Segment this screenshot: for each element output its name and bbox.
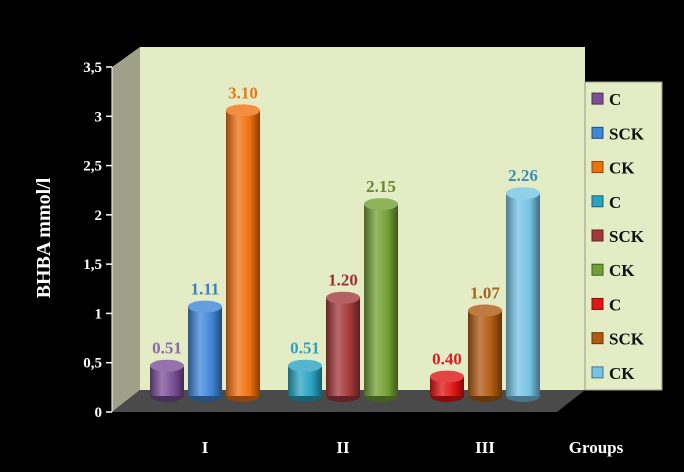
legend-item: SCK [591,330,645,349]
legend-swatch [591,92,604,105]
legend-item: C [591,193,621,212]
y-tick-label: 2 [95,208,103,224]
legend-label: C [609,295,621,314]
data-label: 2.26 [508,166,538,185]
bar-II-ck [364,198,398,402]
x-axis-title: Groups [569,438,624,457]
bar-I-ck [226,104,260,402]
legend: C SCK CK C SCK CK C SCK CK [584,81,663,391]
y-axis-title: BHBA mmol/l [33,177,55,298]
legend-item: CK [591,261,635,280]
bar-II-sck [326,291,360,402]
legend-label: C [609,193,621,212]
legend-item: CK [591,364,635,383]
data-label: 2.15 [366,177,396,196]
x-tick-label: II [336,438,350,457]
x-axis: I II III [202,438,496,457]
bar-I-sck [188,300,222,402]
x-tick-label: III [475,438,495,457]
legend-item: CK [591,159,635,178]
y-tick-label: 1,5 [83,257,102,273]
legend-label: SCK [609,330,645,349]
legend-swatch [591,332,604,345]
data-label: 1.11 [191,280,220,299]
legend-swatch [591,195,604,208]
legend-swatch [591,366,604,379]
y-tick-label: 3 [95,109,103,125]
legend-swatch [591,161,604,174]
data-label: 0.40 [432,350,462,369]
bar-I-c [150,359,184,402]
legend-label: CK [609,261,635,280]
y-tick-label: 3,5 [83,60,102,76]
data-label: 1.07 [470,284,500,303]
data-label: 3.10 [228,83,258,102]
y-tick-label: 0,5 [83,356,102,372]
y-tick-label: 1 [95,306,103,322]
legend-label: SCK [609,227,645,246]
y-tick-label: 0 [95,405,103,421]
legend-item: SCK [591,124,645,143]
y-tick-label: 2,5 [83,159,102,175]
bar-II-c [288,359,322,402]
data-label: 0.51 [290,339,320,358]
legend-swatch [591,263,604,276]
bar-III-sck [468,304,502,402]
legend-label: CK [609,364,635,383]
legend-label: CK [609,159,635,178]
legend-item: C [591,295,621,314]
legend-swatch [591,229,604,242]
data-labels: 0.51 1.11 3.10 0.51 1.20 2.15 0.40 1.07 2.26 [152,83,538,368]
data-label: 1.20 [328,271,358,290]
side-wall [112,47,140,412]
legend-swatch [591,126,604,139]
bars [150,104,540,402]
bar-III-c [430,370,464,402]
legend-swatch [591,297,604,310]
legend-item: SCK [591,227,645,246]
data-label: 0.51 [152,339,182,358]
legend-item: C [591,90,621,109]
bar-III-ck [506,187,540,402]
legend-label: C [609,90,621,109]
legend-label: SCK [609,124,645,143]
y-axis: 0 0,5 1 1,5 2 2,5 3 3,5 [83,60,113,421]
x-tick-label: I [202,438,209,457]
